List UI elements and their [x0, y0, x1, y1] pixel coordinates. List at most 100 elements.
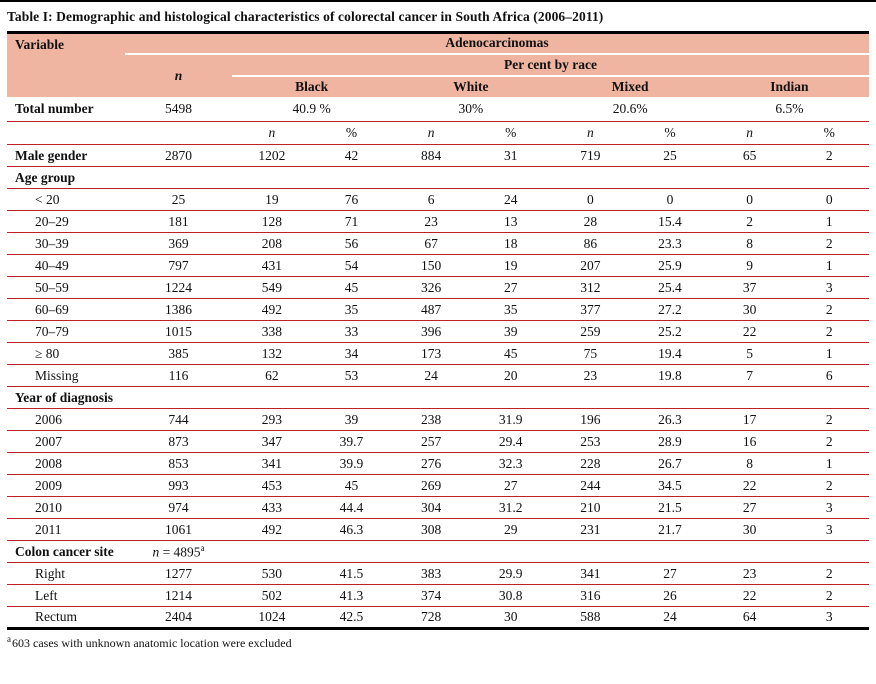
cell: 86 — [550, 232, 631, 255]
cell: 22 — [709, 584, 790, 607]
page-title: Table I: Demographic and histological ch… — [7, 9, 604, 24]
cell: 1214 — [125, 584, 232, 607]
cell: 15.4 — [630, 210, 710, 233]
cell: 132 — [232, 342, 312, 365]
cell: 26 — [630, 584, 710, 607]
cell: 2 — [789, 232, 869, 255]
subheader-spacer — [7, 121, 125, 145]
cell: 2 — [789, 562, 869, 585]
cell: 2 — [789, 408, 869, 431]
cell: 28 — [550, 210, 631, 233]
section-row: Colon cancer site n = 4895a — [7, 540, 869, 563]
cell: 26.3 — [630, 408, 710, 431]
cell: 62 — [232, 364, 312, 387]
table-row: Male gender 2870 1202 42 884 31 719 25 65 2 — [7, 144, 869, 167]
cell: 5 — [709, 342, 790, 365]
header-race-mixed: Mixed — [550, 75, 710, 97]
cell: 433 — [232, 496, 312, 519]
cell: 487 — [391, 298, 471, 321]
cell: 308 — [391, 518, 471, 541]
cell: 2 — [789, 430, 869, 453]
section-label: Colon cancer site — [7, 540, 125, 563]
header-row-1: Variable Adenocarcinomas — [7, 32, 869, 97]
cell: 304 — [391, 496, 471, 519]
cell: 35 — [470, 298, 551, 321]
cell: 377 — [550, 298, 631, 321]
cell: 44.4 — [311, 496, 392, 519]
table-row: 70–79 1015 338 33 396 39 259 25.2 22 2 — [7, 320, 869, 343]
row-label: < 20 — [7, 188, 125, 211]
row-label: Male gender — [7, 144, 125, 167]
cell: 1 — [789, 210, 869, 233]
cell: 27.2 — [630, 298, 710, 321]
cell: 53 — [311, 364, 392, 387]
table-row: Right 1277 530 41.5 383 29.9 341 27 23 2 — [7, 562, 869, 585]
table-body: Total number 5498 40.9 % 30% 20.6% 6.5% … — [7, 96, 869, 630]
table-row: 2008 853 341 39.9 276 32.3 228 26.7 8 1 — [7, 452, 869, 475]
row-label: 2010 — [7, 496, 125, 519]
cell: 326 — [391, 276, 471, 299]
cell: 549 — [232, 276, 312, 299]
cell: 1 — [789, 254, 869, 277]
cell: 45 — [311, 276, 392, 299]
section-row: Year of diagnosis — [7, 386, 869, 409]
cell: 2 — [789, 320, 869, 343]
cell: 383 — [391, 562, 471, 585]
cell: 884 — [391, 144, 471, 167]
cell: 27 — [709, 496, 790, 519]
cell: 19.4 — [630, 342, 710, 365]
cell: 31.2 — [470, 496, 551, 519]
cell: 453 — [232, 474, 312, 497]
cell: 3 — [789, 606, 869, 630]
cell: 29.4 — [470, 430, 551, 453]
cell: 431 — [232, 254, 312, 277]
footnote-text: 603 cases with unknown anatomic location… — [12, 636, 292, 650]
row-label: Left — [7, 584, 125, 607]
cell: 19 — [232, 188, 312, 211]
cell: 29 — [470, 518, 551, 541]
section-note: n = 4895a — [125, 540, 232, 563]
cell: 3 — [789, 518, 869, 541]
cell: 13 — [470, 210, 551, 233]
cell: 974 — [125, 496, 232, 519]
cell: 2870 — [125, 144, 232, 167]
cell: 588 — [550, 606, 631, 630]
cell: 67 — [391, 232, 471, 255]
subheader-n: n — [391, 121, 471, 145]
cell: 374 — [391, 584, 471, 607]
cell: 24 — [470, 188, 551, 211]
cell: 37 — [709, 276, 790, 299]
row-label: 2011 — [7, 518, 125, 541]
header-race-white: White — [391, 75, 551, 97]
total-percent-white: 30% — [391, 96, 551, 122]
table-header: Variable Adenocarcinomas n Per cent by r… — [7, 32, 869, 97]
cell: 1061 — [125, 518, 232, 541]
cell: 150 — [391, 254, 471, 277]
cell: 33 — [311, 320, 392, 343]
cell: 257 — [391, 430, 471, 453]
table-row: Missing 116 62 53 24 20 23 19.8 7 6 — [7, 364, 869, 387]
cell: 385 — [125, 342, 232, 365]
table-row: 20–29 181 128 71 23 13 28 15.4 2 1 — [7, 210, 869, 233]
cell: 1224 — [125, 276, 232, 299]
cell: 31 — [470, 144, 551, 167]
subheader-spacer — [125, 121, 232, 145]
table-row: 2009 993 453 45 269 27 244 34.5 22 2 — [7, 474, 869, 497]
cell: 396 — [391, 320, 471, 343]
cell: 65 — [709, 144, 790, 167]
cell: 30 — [709, 298, 790, 321]
table-row: 2011 1061 492 46.3 308 29 231 21.7 30 3 — [7, 518, 869, 541]
row-label: 20–29 — [7, 210, 125, 233]
cell: 22 — [709, 320, 790, 343]
table-row: 40–49 797 431 54 150 19 207 25.9 9 1 — [7, 254, 869, 277]
cell: 2 — [709, 210, 790, 233]
cell: 19.8 — [630, 364, 710, 387]
cell: 27 — [470, 474, 551, 497]
cell: 39 — [470, 320, 551, 343]
cell: 3 — [789, 496, 869, 519]
cell: 23 — [550, 364, 631, 387]
table-row: Left 1214 502 41.3 374 30.8 316 26 22 2 — [7, 584, 869, 607]
cell: 1277 — [125, 562, 232, 585]
cell: 347 — [232, 430, 312, 453]
cell: 32.3 — [470, 452, 551, 475]
